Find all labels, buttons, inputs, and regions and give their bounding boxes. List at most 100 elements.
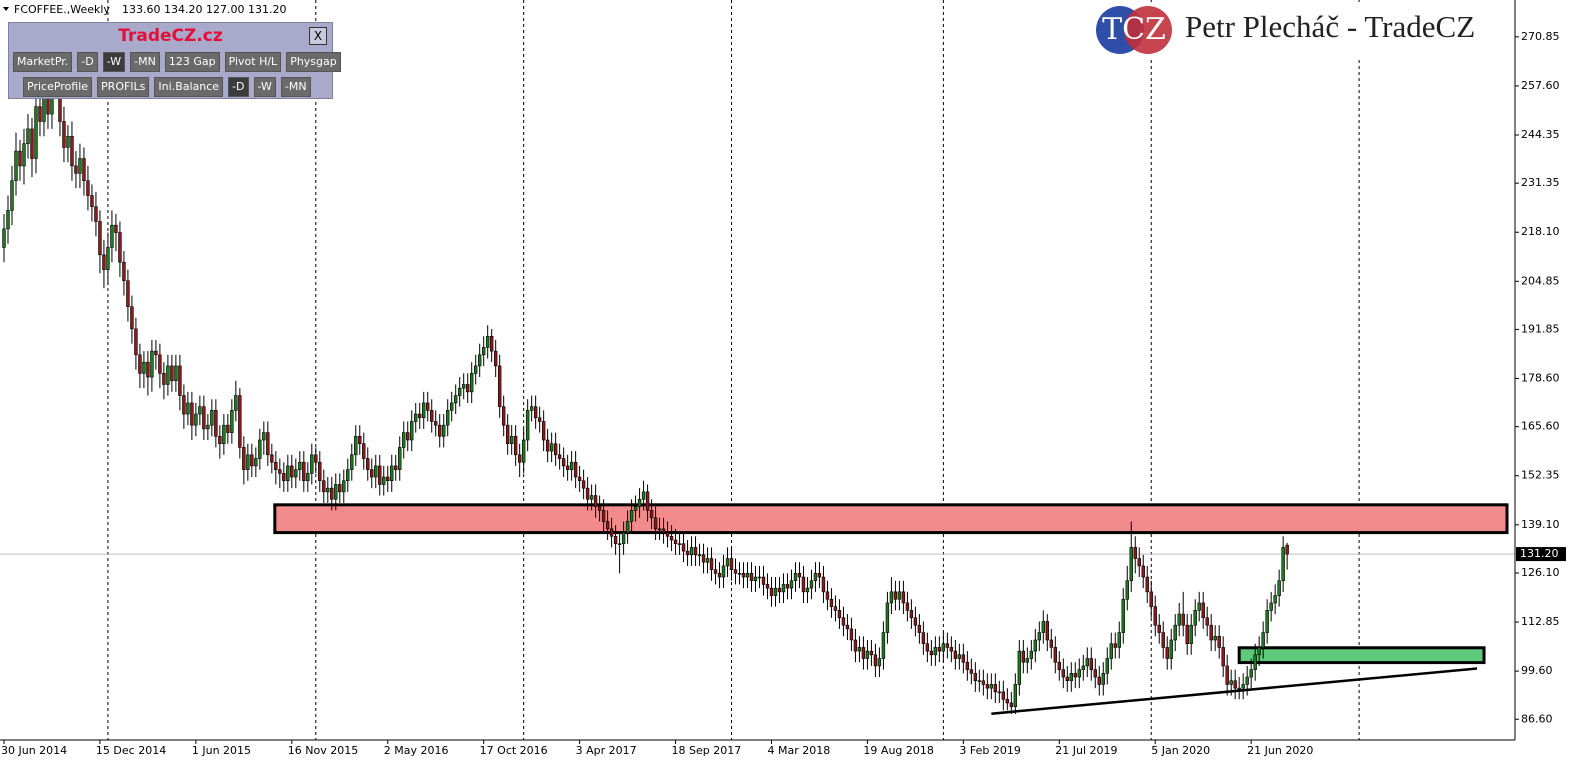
logo: TCZ Petr Plecháč - TradeCZ [1088, 2, 1508, 58]
candle-body [406, 432, 410, 441]
candle-body [154, 350, 158, 356]
candle-body [609, 528, 614, 537]
candle-body [661, 528, 666, 533]
candle-body [290, 465, 294, 478]
candle-body [1241, 684, 1245, 689]
candle-body [386, 476, 390, 482]
candle-body [825, 591, 830, 600]
candle-body [1005, 698, 1010, 704]
candle-body [350, 454, 354, 470]
x-tick-label: 4 Mar 2018 [767, 744, 830, 757]
candle-body [581, 480, 586, 489]
panel-button[interactable]: PriceProfile [23, 77, 93, 97]
panel-close[interactable]: X [309, 27, 327, 45]
candle-body [1249, 669, 1253, 678]
candle-body [398, 447, 402, 470]
candle-body [693, 547, 698, 556]
candle-body [1169, 639, 1173, 659]
candle-body [1257, 647, 1261, 656]
candle-body [34, 106, 38, 159]
x-tick-label: 18 Sep 2017 [672, 744, 742, 757]
candle-body [965, 661, 970, 670]
candle-body [525, 410, 530, 441]
candle-body [374, 465, 378, 478]
candle-body [953, 650, 958, 659]
y-tick-label: 218.10 [1521, 225, 1560, 238]
candle-body [142, 361, 146, 374]
panel-title: TradeCZ.cz [118, 26, 223, 46]
x-tick-label: 30 Jun 2014 [1, 744, 67, 757]
candle-body [509, 435, 514, 445]
candle-body [893, 591, 898, 600]
candle-body [769, 587, 774, 596]
candle-body [1085, 658, 1089, 667]
candle-body [1089, 658, 1093, 670]
candle-body [877, 658, 882, 667]
candle-body [713, 569, 718, 574]
button-row: PriceProfile PROFILs Ini.Balance -D -W -MN [23, 77, 311, 97]
panel-button[interactable]: PROFILs [97, 77, 150, 97]
candle-body [118, 232, 122, 263]
candle-body [689, 547, 694, 556]
candle-body [166, 365, 170, 385]
candle-body [813, 573, 818, 582]
panel-button[interactable]: Ini.Balance [154, 77, 224, 97]
panel-button[interactable]: -MN [130, 52, 160, 72]
candle-body [1165, 647, 1169, 659]
candle-body [1017, 650, 1022, 685]
panel-button[interactable]: Pivot H/L [224, 52, 282, 72]
candle-body [621, 532, 626, 545]
candle-body [1069, 673, 1073, 682]
candle-body [573, 461, 578, 478]
candle-body [126, 280, 130, 307]
candle-body [354, 435, 358, 456]
panel-button[interactable]: Physgap [286, 52, 341, 72]
candle-body [1021, 650, 1026, 663]
candle-body [178, 365, 182, 396]
panel-button[interactable]: 123 Gap [164, 52, 220, 72]
header-value: 134.20 [164, 3, 203, 16]
candle-body [521, 439, 526, 463]
candle-body [1121, 598, 1125, 633]
candle-body [765, 584, 770, 589]
candle-body [849, 628, 854, 641]
x-tick-label: 3 Feb 2019 [959, 744, 1020, 757]
candle-body [402, 432, 406, 448]
candle-body [246, 454, 250, 470]
candle-body [569, 461, 574, 470]
candle-body [985, 684, 990, 689]
candle-body [529, 406, 534, 411]
candle-body [505, 424, 510, 445]
logo-circle-red [1124, 6, 1172, 54]
y-tick-label: 86.60 [1521, 712, 1553, 725]
candle-body [1221, 647, 1225, 667]
candle-body [266, 432, 270, 456]
panel-button[interactable]: -W [253, 77, 276, 97]
candle-body [757, 576, 762, 579]
candle-body [210, 410, 214, 426]
candle-body [1149, 591, 1153, 607]
candle-body [78, 158, 82, 174]
candle-body [709, 558, 714, 570]
candle-body [729, 558, 734, 570]
y-tick-label: 165.60 [1521, 420, 1560, 433]
candle-body [90, 195, 94, 207]
candle-body [809, 580, 814, 589]
panel-button[interactable]: MarketPr. [13, 52, 73, 72]
panel-button[interactable]: -D [228, 77, 249, 97]
panel-button[interactable]: -W [102, 52, 126, 72]
panel-button[interactable]: -D [77, 52, 98, 72]
candle-body [845, 624, 850, 630]
candle-body [641, 491, 646, 500]
header-value: 131.20 [248, 3, 287, 16]
candle-body [450, 402, 454, 411]
zone [273, 503, 1509, 535]
candle-body [106, 247, 110, 270]
panel-button[interactable]: -MN [280, 77, 311, 97]
candle-body [977, 680, 982, 683]
candle-body [657, 528, 662, 531]
candle-body [549, 443, 554, 452]
candle-body [1197, 602, 1201, 611]
candle-body [697, 554, 702, 557]
candle-body [501, 406, 506, 426]
